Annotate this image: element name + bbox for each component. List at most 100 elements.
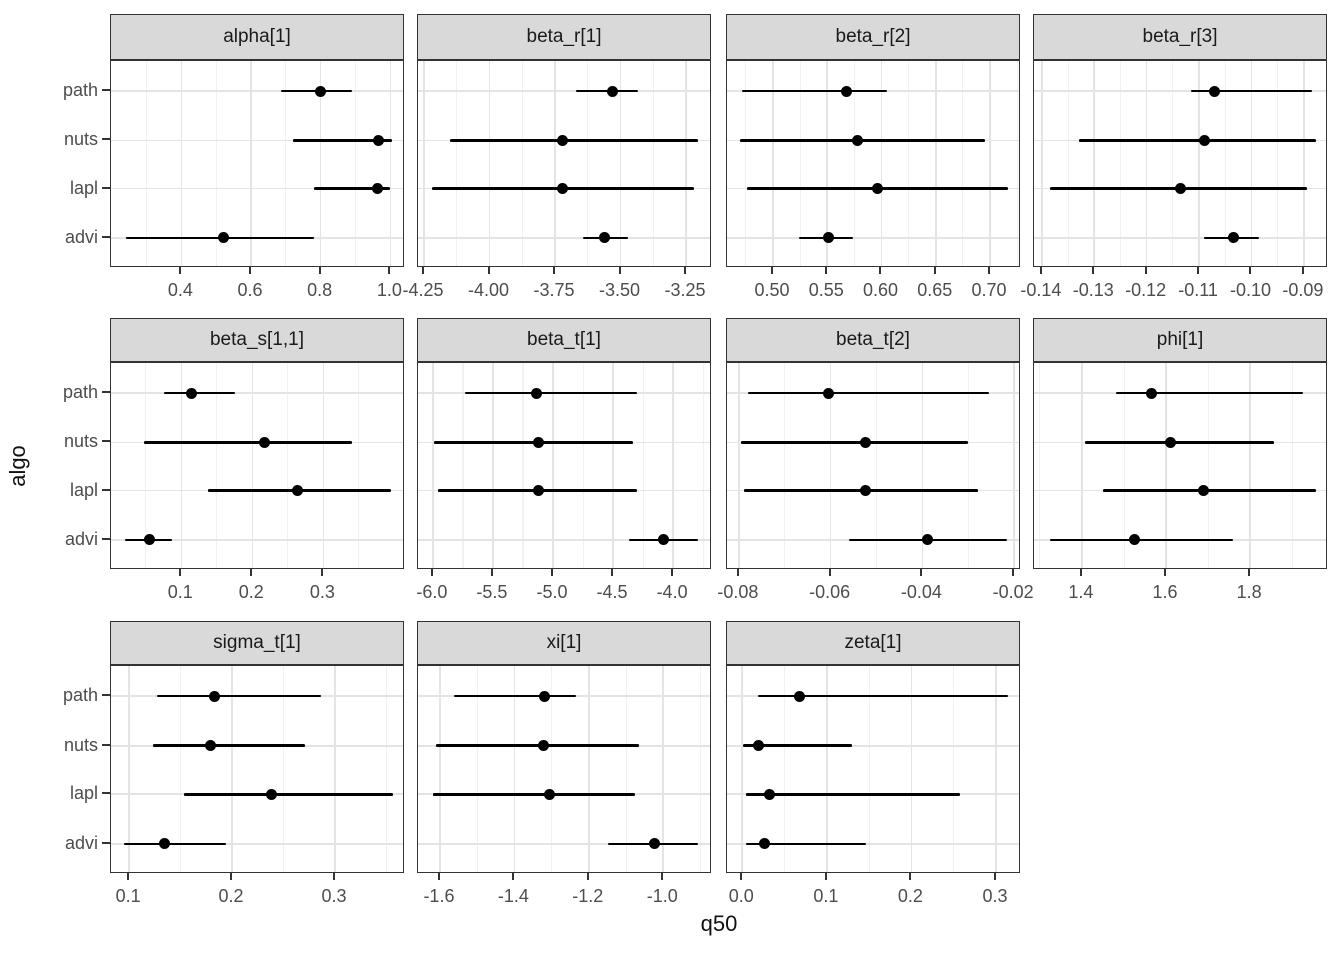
y-tick-label-path: path xyxy=(62,80,98,100)
gridline-minor-v xyxy=(868,666,870,872)
gridline-minor-v xyxy=(215,61,217,266)
facet-strip: zeta[1] xyxy=(726,621,1020,665)
x-tick-label: -4.25 xyxy=(402,280,444,300)
x-tick-label: 1.8 xyxy=(1236,582,1262,602)
gridline-minor-v xyxy=(1277,61,1279,266)
gridline-major-v xyxy=(989,61,991,266)
x-tick-mark xyxy=(1249,267,1252,274)
x-tick-mark xyxy=(987,267,990,274)
gridline-major-v xyxy=(251,363,254,568)
gridline-minor-v xyxy=(283,666,285,872)
facet-panel xyxy=(417,362,711,569)
interval-line-path xyxy=(758,694,1008,698)
x-tick-label: -0.06 xyxy=(809,582,851,602)
x-tick-mark xyxy=(127,873,130,880)
point-estimate-lapl xyxy=(533,485,545,497)
gridline-major-v xyxy=(588,666,590,872)
facet-title: sigma_t[1] xyxy=(213,632,301,653)
y-tick-label-nuts: nuts xyxy=(63,129,98,150)
x-tick-label: 0.3 xyxy=(321,886,347,906)
gridline-minor-v xyxy=(1039,363,1041,568)
interval-line-advi xyxy=(123,842,226,846)
x-tick-label: 0.3 xyxy=(309,582,335,602)
y-tick-label-nuts: nuts xyxy=(63,431,98,452)
x-tick-mark xyxy=(611,569,614,576)
gridline-minor-v xyxy=(385,666,388,872)
interval-line-nuts xyxy=(1078,139,1316,142)
x-tick-label: 0.2 xyxy=(897,886,923,906)
gridline-major-v xyxy=(250,61,252,266)
gridline-minor-v xyxy=(587,61,589,266)
facet-panel xyxy=(1033,60,1327,267)
point-estimate-lapl xyxy=(265,788,277,800)
facet-panel xyxy=(726,362,1020,569)
gridline-major-v xyxy=(1013,363,1015,568)
gridline-major-v xyxy=(1249,363,1251,568)
point-estimate-lapl xyxy=(291,485,303,497)
point-estimate-nuts xyxy=(204,740,216,752)
x-tick-label: 0.4 xyxy=(167,280,193,300)
gridline-major-v xyxy=(1081,363,1083,568)
interval-line-path xyxy=(576,89,638,93)
interval-line-nuts xyxy=(743,744,853,748)
x-tick-label: 0.0 xyxy=(728,886,754,906)
gridline-minor-v xyxy=(625,666,627,872)
x-tick-mark xyxy=(740,873,743,880)
x-tick-mark xyxy=(1144,267,1147,274)
gridline-major-v xyxy=(772,61,774,266)
gridline-minor-v xyxy=(145,363,147,568)
facet-panel xyxy=(110,665,404,873)
x-tick-mark xyxy=(550,569,553,576)
x-tick-mark xyxy=(909,873,912,880)
x-tick-mark xyxy=(1039,267,1042,274)
gridline-minor-v xyxy=(180,666,182,872)
x-tick-label: -1.4 xyxy=(497,886,529,906)
facet-panel xyxy=(726,60,1020,267)
point-estimate-advi xyxy=(158,838,170,850)
x-tick-mark xyxy=(825,267,828,274)
gridline-major-v xyxy=(554,61,556,266)
x-tick-mark xyxy=(1164,569,1167,576)
gridline-major-v xyxy=(741,666,744,872)
x-tick-label: -0.12 xyxy=(1125,280,1167,300)
x-tick-mark xyxy=(684,267,687,274)
point-estimate-lapl xyxy=(557,183,569,195)
point-estimate-path xyxy=(530,387,542,399)
x-tick-mark xyxy=(618,267,621,274)
point-estimate-advi xyxy=(1128,534,1140,546)
gridline-minor-v xyxy=(702,363,704,568)
gridline-major-v xyxy=(513,666,516,872)
interval-line-nuts xyxy=(741,441,969,444)
point-estimate-nuts xyxy=(1164,436,1176,448)
gridline-major-h xyxy=(727,843,1019,845)
gridline-major-v xyxy=(1165,363,1167,568)
x-tick-mark xyxy=(333,873,335,880)
facet-title: beta_r[2] xyxy=(835,26,911,47)
point-estimate-lapl xyxy=(859,485,871,497)
gridline-minor-v xyxy=(285,61,287,266)
x-tick-label: 0.1 xyxy=(813,886,839,906)
point-estimate-path xyxy=(186,387,198,399)
x-tick-mark xyxy=(179,267,182,274)
x-tick-mark xyxy=(824,873,827,880)
gridline-minor-v xyxy=(908,61,910,266)
gridline-major-v xyxy=(552,363,554,568)
x-tick-mark xyxy=(1092,267,1095,274)
facet-title: beta_r[3] xyxy=(1142,26,1218,47)
y-tick-mark xyxy=(102,235,110,238)
interval-line-path xyxy=(748,391,989,395)
gridline-major-v xyxy=(432,363,434,568)
x-tick-label: -0.02 xyxy=(992,582,1034,602)
x-tick-label: -0.11 xyxy=(1178,280,1218,300)
y-tick-mark xyxy=(102,792,110,795)
facet-title: xi[1] xyxy=(546,632,582,653)
interval-line-nuts xyxy=(292,139,393,142)
gridline-major-h xyxy=(418,90,710,92)
gridline-minor-v xyxy=(876,363,878,568)
x-tick-label: 0.8 xyxy=(307,280,333,300)
gridline-major-v xyxy=(389,61,392,266)
point-estimate-advi xyxy=(648,838,660,850)
point-estimate-lapl xyxy=(1198,485,1210,497)
point-estimate-lapl xyxy=(763,788,775,800)
